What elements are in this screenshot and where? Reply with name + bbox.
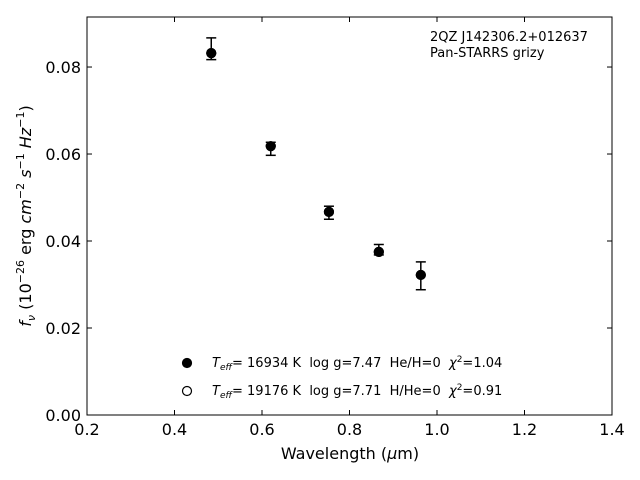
x-tick-label: 0.8 [337,420,362,439]
legend-entry-2: Teff= 19176 K log g=7.71 H/He=0 χ2=0.91 [212,383,502,401]
x-tick-label: 0.6 [249,420,274,439]
legend: Teff= 16934 K log g=7.47 He/H=0 χ2=1.04 … [181,355,502,401]
data-markers [206,48,426,281]
legend-marker-open [181,385,193,397]
error-bars [206,37,426,291]
x-tick-label: 1.0 [424,420,449,439]
annotation-object: 2QZ J142306.2+012637 [430,30,588,45]
model-point-open [323,206,335,217]
y-axis: 0.00 0.02 0.04 0.06 0.08 [45,58,612,425]
x-tick-label: 0.2 [74,420,99,439]
model-point-open [206,48,217,59]
y-tick-label: 0.06 [45,145,81,164]
x-tick-label: 0.4 [162,420,187,439]
y-tick-label: 0.04 [45,232,81,251]
legend-marker-filled [181,357,193,369]
model-point-open [265,141,276,152]
legend-entry-1: Teff= 16934 K log g=7.47 He/H=0 χ2=1.04 [212,355,502,373]
y-tick-label: 0.00 [45,406,81,425]
annotation-survey: Pan-STARRS grizy [430,46,545,61]
y-tick-label: 0.08 [45,58,81,77]
model-point-open [373,246,384,257]
x-tick-label: 1.2 [512,420,537,439]
x-tick-label: 1.4 [599,420,624,439]
y-tick-label: 0.02 [45,319,81,338]
x-axis: 0.2 0.4 0.6 0.8 1.0 1.2 1.4 [74,17,625,439]
x-axis-label: Wavelength (μm) [281,444,419,463]
model-point-open [415,269,426,281]
y-axis-label: fν (10−26 erg cm−2 s−1 Hz−1) [14,105,38,326]
